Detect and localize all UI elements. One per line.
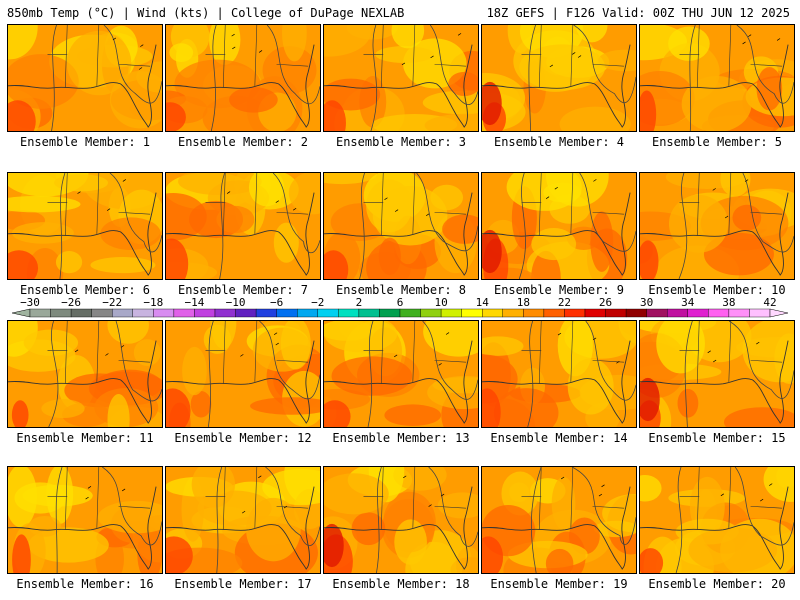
colorbar-tick-label: −26 xyxy=(61,296,82,309)
ensemble-map-panel xyxy=(481,172,637,280)
colorbar-swatch xyxy=(667,308,688,318)
colorbar-tick-label: 10 xyxy=(434,296,448,309)
colorbar-swatch xyxy=(338,308,360,318)
ensemble-member-label: Ensemble Member: 3 xyxy=(335,135,467,149)
colorbar-tick-label: 6 xyxy=(396,296,404,309)
ensemble-map-panel xyxy=(323,172,479,280)
ensemble-map-panel xyxy=(639,320,795,428)
colorbar-swatch xyxy=(482,308,503,318)
colorbar-swatch xyxy=(646,308,668,318)
temperature-colorbar xyxy=(11,308,789,318)
colorbar-swatch xyxy=(132,308,154,318)
colorbar-swatch xyxy=(461,308,483,318)
colorbar-tick-label: 22 xyxy=(557,296,572,309)
colorbar-swatch xyxy=(420,308,442,318)
colorbar-tick-label: 30 xyxy=(640,296,654,309)
colorbar-swatch xyxy=(255,308,277,318)
colorbar-swatch xyxy=(194,308,216,318)
ensemble-map-panel xyxy=(165,320,321,428)
colorbar-tick-label: −18 xyxy=(143,296,164,309)
colorbar-tick-label: 34 xyxy=(681,296,695,309)
colorbar-swatch xyxy=(153,308,175,318)
ensemble-member-label: Ensemble Member: 17 xyxy=(174,577,312,591)
colorbar-swatch xyxy=(379,308,401,318)
ensemble-member-label: Ensemble Member: 12 xyxy=(174,431,312,445)
colorbar-swatch xyxy=(317,308,339,318)
ensemble-member-label: Ensemble Member: 9 xyxy=(493,283,625,297)
colorbar-tick-label: 18 xyxy=(516,296,530,309)
ensemble-member-label: Ensemble Member: 5 xyxy=(651,135,783,149)
ensemble-map-panel xyxy=(165,172,321,280)
colorbar-swatch xyxy=(297,308,318,318)
colorbar-swatch xyxy=(276,308,298,318)
ensemble-member-label: Ensemble Member: 13 xyxy=(332,431,470,445)
ensemble-member-label: Ensemble Member: 6 xyxy=(19,283,151,297)
ensemble-map-panel xyxy=(323,466,479,574)
ensemble-member-label: Ensemble Member: 20 xyxy=(648,577,786,591)
ensemble-member-label: Ensemble Member: 2 xyxy=(177,135,309,149)
ensemble-map-panel xyxy=(639,466,795,574)
colorbar-swatch xyxy=(605,308,627,318)
map-title: 850mb Temp (°C) | Wind (kts) | College o… xyxy=(7,6,405,20)
ensemble-map-panel xyxy=(165,466,321,574)
ensemble-map-panel xyxy=(481,466,637,574)
colorbar-tick-label: −30 xyxy=(20,296,40,309)
colorbar-swatch xyxy=(523,308,545,318)
colorbar-swatch xyxy=(235,308,257,318)
colorbar-tick-label: 2 xyxy=(355,296,363,309)
ensemble-map-panel xyxy=(323,24,479,132)
colorbar-swatch xyxy=(173,308,195,318)
colorbar-swatch xyxy=(112,308,133,318)
colorbar-tick-label: 38 xyxy=(722,296,736,309)
ensemble-member-label: Ensemble Member: 15 xyxy=(648,431,786,445)
colorbar-swatch xyxy=(625,308,647,318)
colorbar-swatch xyxy=(440,308,462,318)
colorbar-swatch xyxy=(29,308,51,318)
ensemble-map-panel xyxy=(165,24,321,132)
colorbar-swatch xyxy=(399,308,421,318)
ensemble-member-label: Ensemble Member: 16 xyxy=(16,577,154,591)
colorbar-tick-label: −14 xyxy=(184,296,205,309)
colorbar-swatch xyxy=(70,308,92,318)
colorbar-swatch xyxy=(749,308,771,318)
colorbar-tick-label: −6 xyxy=(270,296,284,309)
colorbar-tick-label: −2 xyxy=(311,296,325,309)
ensemble-map-panel xyxy=(481,24,637,132)
ensemble-map-panel xyxy=(639,24,795,132)
colorbar-tick-label: −22 xyxy=(102,296,123,309)
ensemble-map-panel xyxy=(7,24,163,132)
ensemble-map-panel xyxy=(7,172,163,280)
ensemble-member-label: Ensemble Member: 7 xyxy=(177,283,309,297)
colorbar-swatch xyxy=(50,308,72,318)
colorbar-swatch xyxy=(728,308,750,318)
ensemble-member-label: Ensemble Member: 18 xyxy=(332,577,470,591)
run-info: 18Z GEFS | F126 Valid: 00Z THU JUN 12 20… xyxy=(486,6,790,20)
colorbar-swatch xyxy=(564,308,586,318)
colorbar-swatch xyxy=(214,308,236,318)
colorbar-swatch xyxy=(358,308,380,318)
colorbar-swatch xyxy=(584,308,606,318)
colorbar-tick-label: −10 xyxy=(225,296,246,309)
ensemble-map-panel xyxy=(7,320,163,428)
colorbar-tick-label: 14 xyxy=(475,296,489,309)
ensemble-member-label: Ensemble Member: 10 xyxy=(648,283,786,297)
ensemble-member-label: Ensemble Member: 14 xyxy=(490,431,628,445)
colorbar-tick-label: 42 xyxy=(763,296,777,309)
ensemble-member-label: Ensemble Member: 1 xyxy=(19,135,151,149)
ensemble-map-panel xyxy=(323,320,479,428)
ensemble-member-label: Ensemble Member: 4 xyxy=(493,135,625,149)
ensemble-member-label: Ensemble Member: 8 xyxy=(335,283,467,297)
ensemble-map-panel xyxy=(481,320,637,428)
ensemble-map-panel xyxy=(639,172,795,280)
ensemble-member-label: Ensemble Member: 19 xyxy=(490,577,628,591)
ensemble-map-panel xyxy=(7,466,163,574)
colorbar-swatch xyxy=(687,308,709,318)
colorbar-tick-label: 26 xyxy=(598,296,613,309)
colorbar-swatch xyxy=(543,308,565,318)
colorbar-swatch xyxy=(708,308,730,318)
ensemble-member-label: Ensemble Member: 11 xyxy=(16,431,154,445)
colorbar-swatch xyxy=(91,308,113,318)
colorbar-swatch xyxy=(502,308,524,318)
